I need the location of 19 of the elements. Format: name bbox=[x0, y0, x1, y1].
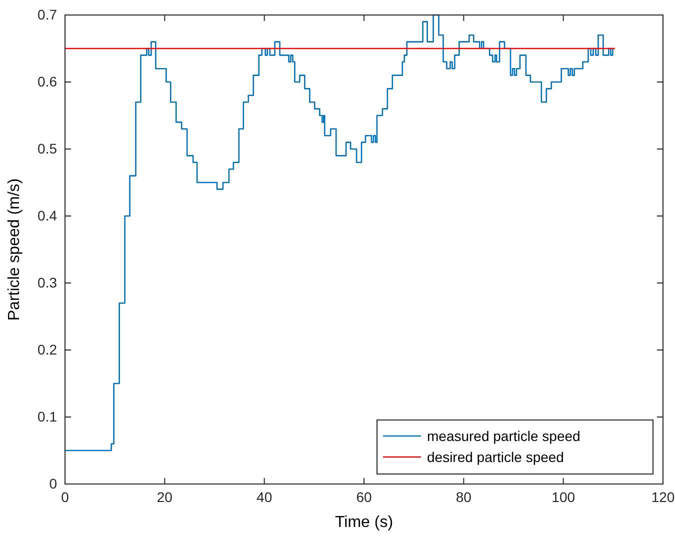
y-tick-label: 0 bbox=[49, 475, 58, 492]
y-tick-label: 0.4 bbox=[38, 207, 58, 224]
x-tick-label: 40 bbox=[256, 488, 272, 505]
x-tick-label: 120 bbox=[651, 488, 675, 505]
legend-label: measured particle speed bbox=[427, 428, 580, 444]
y-tick-label: 0.5 bbox=[38, 140, 58, 156]
x-tick-label: 100 bbox=[552, 488, 576, 505]
x-tick-label: 60 bbox=[356, 488, 372, 505]
y-tick-label: 0.7 bbox=[38, 6, 58, 22]
legend-label: desired particle speed bbox=[427, 449, 564, 465]
x-tick-label: 0 bbox=[61, 488, 70, 505]
y-tick-label: 0.6 bbox=[38, 73, 58, 90]
y-tick-label: 0.3 bbox=[38, 274, 58, 290]
y-tick-label: 0.1 bbox=[38, 408, 58, 424]
y-tick-label: 0.2 bbox=[38, 341, 58, 358]
x-axis-title: Time (s) bbox=[334, 514, 394, 531]
y-axis-title: Particle speed (m/s) bbox=[6, 178, 23, 321]
x-tick-label: 80 bbox=[456, 488, 472, 505]
x-tick-label: 20 bbox=[156, 488, 173, 505]
